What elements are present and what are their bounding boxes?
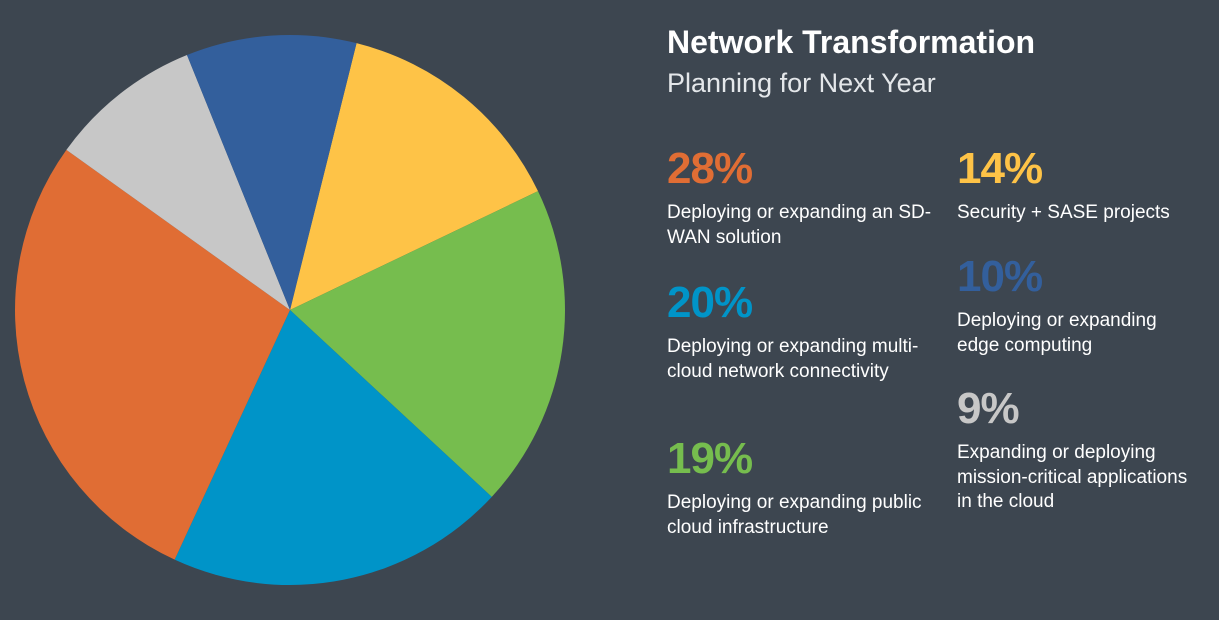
slice-mission-critical	[66, 55, 291, 310]
legend-entry-public-cloud: 19% Deploying or expanding public cloud …	[667, 435, 935, 540]
legend-label-security-sase: Security + SASE projects	[957, 202, 1170, 223]
slice-security-sase	[290, 43, 538, 311]
legend-entry-sd-wan: 28% Deploying or expanding an SD-WAN sol…	[667, 145, 935, 250]
legend-label-mission-critical: Expanding or deploying mission-critical …	[957, 442, 1188, 512]
pie-chart	[15, 34, 565, 586]
chart-title: Network Transformation	[667, 24, 1036, 60]
legend-value-mission-critical: 9%	[957, 384, 1020, 433]
legend-value-multi-cloud: 20%	[667, 278, 753, 327]
slice-edge-computing	[186, 34, 357, 311]
chart-subtitle: Planning for Next Year	[667, 68, 936, 98]
legend-label-edge-computing: Deploying or expanding edge computing	[957, 310, 1157, 356]
legend-value-sd-wan: 28%	[667, 144, 753, 193]
legend-value-edge-computing: 10%	[957, 252, 1043, 301]
slice-sd-wan	[15, 149, 290, 560]
legend-entry-edge-computing: 10% Deploying or expanding edge computin…	[957, 253, 1197, 358]
legend-entry-multi-cloud: 20% Deploying or expanding multi-cloud n…	[667, 279, 935, 384]
legend-label-public-cloud: Deploying or expanding public cloud infr…	[667, 492, 922, 538]
legend-value-security-sase: 14%	[957, 144, 1043, 193]
slice-public-cloud	[290, 191, 565, 497]
legend-entry-security-sase: 14% Security + SASE projects	[957, 145, 1212, 226]
legend-entry-mission-critical: 9% Expanding or deploying mission-critic…	[957, 385, 1202, 515]
legend-label-multi-cloud: Deploying or expanding multi-cloud netwo…	[667, 336, 919, 382]
legend-label-sd-wan: Deploying or expanding an SD-WAN solutio…	[667, 202, 932, 248]
legend-value-public-cloud: 19%	[667, 434, 753, 483]
slice-multi-cloud	[174, 310, 492, 586]
